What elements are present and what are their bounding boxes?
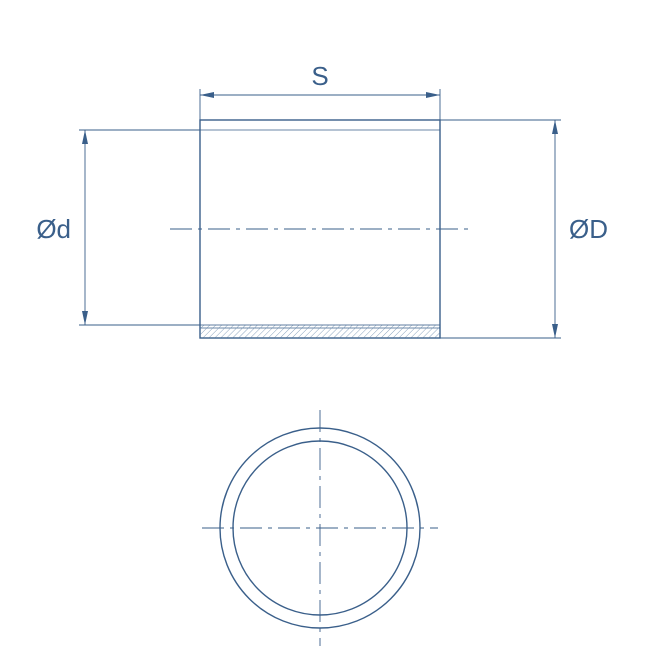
side-view [170,120,470,338]
top-view [202,410,438,646]
label-S: S [311,61,328,91]
dimension-S: S [200,61,440,120]
dimension-d: Ød [36,130,200,325]
label-d: Ød [36,214,71,244]
label-D: ØD [569,214,608,244]
